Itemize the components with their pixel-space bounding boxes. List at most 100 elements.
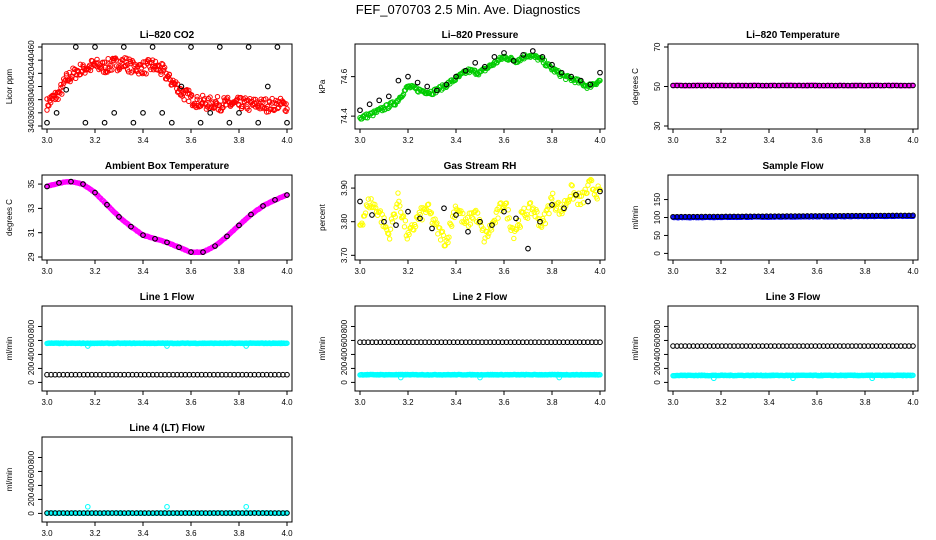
chart-title: Line 4 (LT) Flow: [129, 423, 205, 434]
data-point: [366, 101, 373, 108]
data-point: [755, 213, 762, 220]
data-point: [558, 69, 565, 76]
data-point: [141, 371, 148, 378]
series-samples: [670, 82, 916, 89]
data-point: [87, 67, 94, 74]
data-point: [357, 339, 363, 346]
data-point: [877, 343, 884, 349]
data-point: [727, 213, 733, 220]
data-point: [573, 191, 579, 198]
data-point: [556, 339, 563, 346]
series-samples: [357, 48, 603, 114]
x-tick-label: 3.8: [859, 136, 871, 145]
data-point: [532, 339, 538, 346]
data-point: [154, 510, 160, 516]
x-tick-label: 4.0: [281, 398, 293, 407]
data-point: [775, 82, 782, 89]
chart-title: Line 3 Flow: [766, 292, 821, 303]
plot-frame: [667, 305, 919, 392]
x-tick-label: 4.0: [907, 398, 919, 407]
data-point: [231, 510, 237, 516]
data-point: [784, 213, 790, 219]
data-point: [759, 343, 766, 349]
data-point: [702, 82, 709, 89]
data-point: [202, 510, 209, 516]
data-point: [251, 371, 258, 378]
data-point: [759, 82, 766, 89]
data-point: [820, 213, 827, 219]
y-axis-label: ml/min: [318, 337, 327, 361]
data-point: [506, 215, 512, 221]
data-point: [284, 106, 290, 112]
data-point: [424, 83, 431, 90]
data-point: [678, 343, 684, 349]
data-point: [674, 82, 680, 89]
data-point: [556, 374, 563, 381]
data-point: [747, 213, 754, 220]
data-point: [589, 339, 595, 346]
data-point: [158, 69, 164, 75]
data-point: [264, 103, 271, 110]
data-point: [437, 237, 444, 243]
data-point: [138, 69, 145, 75]
data-point: [80, 510, 87, 516]
chart-panel-3: Li–820 Temperature degrees C 3.0 3.2 3.4 3.6 3…: [631, 30, 919, 145]
data-point: [462, 67, 469, 74]
data-point: [369, 339, 376, 346]
data-point: [199, 100, 206, 106]
data-point: [511, 235, 517, 242]
data-point: [873, 82, 880, 89]
data-point: [453, 73, 459, 80]
data-point: [771, 213, 778, 219]
data-point: [479, 339, 485, 346]
x-tick-label: 3.4: [137, 267, 149, 276]
data-point: [158, 510, 164, 516]
data-point: [60, 510, 67, 516]
data-point: [739, 82, 745, 89]
data-point: [373, 339, 380, 346]
data-point: [284, 119, 290, 126]
data-point: [499, 339, 506, 346]
data-point: [546, 210, 552, 217]
x-tick-label: 3.8: [546, 136, 558, 145]
data-point: [284, 371, 290, 378]
data-point: [141, 510, 148, 516]
data-point: [68, 510, 75, 516]
data-point: [108, 61, 114, 67]
data-point: [719, 343, 725, 349]
x-tick-label: 4.0: [594, 398, 606, 407]
data-point: [885, 343, 892, 349]
data-point: [235, 510, 241, 516]
data-point: [72, 44, 79, 50]
data-point: [392, 102, 398, 108]
data-point: [443, 81, 450, 88]
y-tick-label: 100: [653, 210, 662, 224]
data-point: [525, 215, 531, 221]
plot-frame: [354, 174, 606, 261]
data-point: [549, 196, 555, 202]
data-point: [216, 44, 223, 50]
x-tick-label: 3.0: [354, 398, 366, 407]
data-point: [780, 82, 786, 89]
data-point: [588, 177, 595, 184]
y-axis-label: ml/min: [5, 468, 14, 492]
data-point: [235, 371, 241, 378]
y-tick-label: 50: [653, 82, 662, 91]
chart-title: Sample Flow: [762, 161, 823, 172]
data-point: [576, 339, 583, 346]
data-point: [885, 212, 892, 219]
data-point: [719, 213, 725, 220]
chart-title: Ambient Box Temperature: [105, 161, 230, 172]
data-point: [145, 510, 152, 516]
data-point: [372, 201, 378, 208]
data-point: [243, 510, 250, 516]
data-point: [808, 343, 815, 349]
data-point: [824, 343, 831, 349]
x-tick-label: 3.2: [402, 267, 414, 276]
data-point: [910, 82, 916, 89]
data-point: [694, 213, 701, 220]
data-point: [561, 205, 567, 212]
data-point: [477, 218, 483, 225]
data-point: [784, 343, 790, 349]
data-point: [767, 343, 774, 349]
